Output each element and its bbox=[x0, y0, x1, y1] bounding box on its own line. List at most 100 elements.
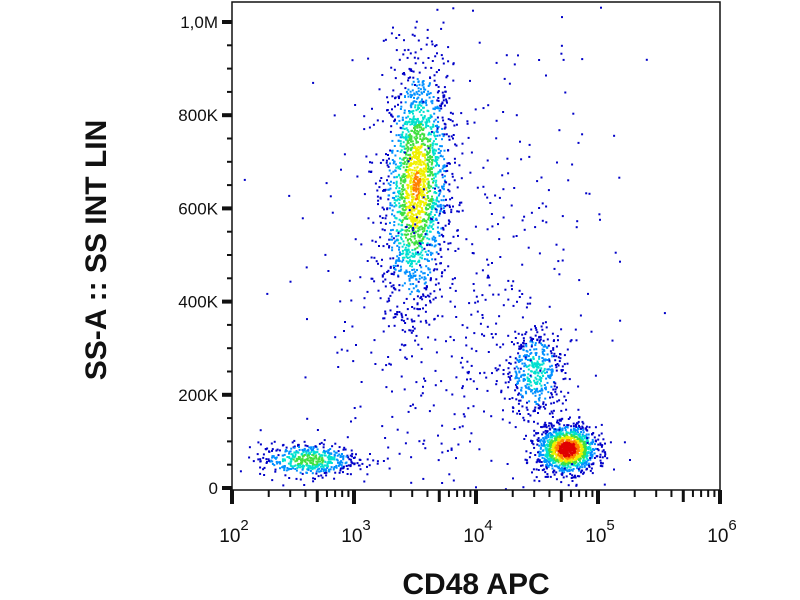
event-dot bbox=[559, 357, 562, 360]
event-dot bbox=[426, 162, 429, 165]
event-dot bbox=[536, 390, 539, 393]
event-dot bbox=[502, 373, 505, 376]
event-dot bbox=[550, 441, 553, 444]
event-dot bbox=[376, 119, 379, 122]
event-dot bbox=[289, 280, 292, 283]
x-tick-label: 103 bbox=[341, 517, 370, 547]
event-dot bbox=[466, 360, 469, 363]
event-dot bbox=[408, 112, 411, 115]
event-dot bbox=[417, 184, 420, 187]
event-dot bbox=[484, 298, 487, 301]
event-dot bbox=[390, 285, 393, 288]
event-dot bbox=[619, 260, 621, 263]
event-dot bbox=[387, 356, 390, 358]
event-dot bbox=[429, 168, 431, 171]
event-dot bbox=[572, 443, 575, 445]
event-dot bbox=[417, 157, 420, 159]
event-dot bbox=[450, 355, 453, 358]
event-dot bbox=[377, 199, 380, 202]
event-dot bbox=[422, 293, 425, 296]
event-dot bbox=[585, 460, 588, 463]
event-dot bbox=[306, 318, 308, 321]
event-dot bbox=[532, 468, 535, 471]
event-dot bbox=[380, 177, 383, 179]
event-dot bbox=[590, 441, 593, 444]
event-dot bbox=[279, 467, 281, 470]
event-dot bbox=[444, 205, 447, 208]
event-dot bbox=[403, 161, 406, 164]
event-dot bbox=[419, 308, 421, 311]
event-dot bbox=[560, 469, 563, 472]
event-dot bbox=[578, 435, 581, 438]
event-dot bbox=[361, 462, 364, 465]
event-dot bbox=[416, 136, 419, 139]
event-dot bbox=[555, 460, 557, 463]
event-dot bbox=[427, 180, 430, 183]
event-dot bbox=[599, 456, 602, 459]
event-dot bbox=[293, 446, 296, 449]
event-dot bbox=[440, 27, 443, 30]
event-dot bbox=[550, 372, 553, 375]
event-dot bbox=[591, 438, 594, 441]
event-dot bbox=[485, 376, 488, 379]
event-dot bbox=[393, 214, 396, 217]
event-dot bbox=[522, 348, 525, 351]
event-dot bbox=[337, 450, 340, 453]
event-dot bbox=[530, 370, 533, 373]
event-dot bbox=[570, 443, 573, 446]
event-dot bbox=[420, 251, 423, 254]
event-dot bbox=[398, 206, 401, 208]
event-dot bbox=[321, 463, 324, 466]
event-dot bbox=[413, 327, 416, 330]
event-dot bbox=[426, 237, 429, 240]
event-dot bbox=[534, 325, 536, 328]
event-dot bbox=[411, 152, 414, 155]
event-dot bbox=[372, 123, 375, 126]
event-dot bbox=[405, 357, 408, 360]
event-dot bbox=[539, 453, 542, 456]
event-dot bbox=[461, 209, 464, 212]
event-dot bbox=[441, 271, 444, 274]
event-dot bbox=[555, 355, 558, 358]
event-dot bbox=[330, 452, 333, 455]
event-dot bbox=[571, 449, 574, 452]
event-dot bbox=[573, 430, 576, 433]
event-dot bbox=[344, 462, 347, 465]
event-dot bbox=[568, 447, 571, 450]
x-tick-label: 105 bbox=[585, 517, 614, 547]
event-dot bbox=[540, 392, 543, 395]
event-dot bbox=[491, 336, 494, 339]
event-dot bbox=[532, 338, 535, 340]
event-dot bbox=[562, 378, 565, 381]
event-dot bbox=[599, 218, 601, 221]
event-dot bbox=[454, 305, 456, 308]
event-dot bbox=[399, 126, 402, 129]
event-dot bbox=[539, 369, 542, 372]
event-dot bbox=[388, 157, 390, 160]
event-dot bbox=[517, 54, 519, 57]
event-dot bbox=[409, 211, 411, 214]
event-dot bbox=[403, 39, 405, 42]
event-dot bbox=[437, 120, 440, 123]
event-dot bbox=[445, 198, 447, 201]
event-dot bbox=[405, 202, 408, 205]
event-dot bbox=[538, 336, 541, 339]
event-dot bbox=[447, 265, 450, 268]
event-dot bbox=[553, 385, 556, 388]
event-dot bbox=[539, 335, 542, 338]
event-dot bbox=[440, 207, 443, 210]
event-dot bbox=[389, 184, 392, 187]
event-dot bbox=[398, 218, 401, 221]
event-dot bbox=[443, 127, 446, 130]
event-dot bbox=[582, 422, 585, 425]
event-dot bbox=[301, 464, 304, 467]
event-dot bbox=[439, 262, 442, 265]
event-dot bbox=[447, 248, 450, 251]
event-dot bbox=[334, 442, 337, 445]
event-dot bbox=[519, 367, 522, 370]
event-dot bbox=[411, 200, 414, 203]
event-dot bbox=[360, 381, 363, 383]
event-dot bbox=[403, 256, 406, 259]
event-dot bbox=[576, 438, 579, 440]
event-dot bbox=[495, 369, 498, 372]
